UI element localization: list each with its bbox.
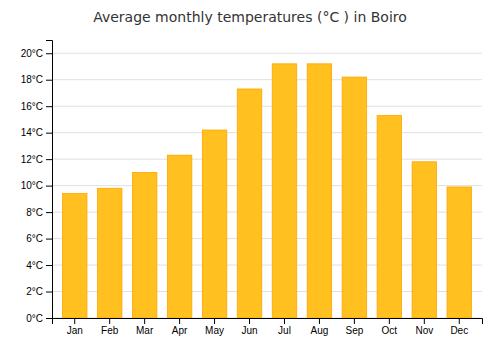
y-tick-mark bbox=[46, 53, 52, 54]
y-tick: 0°C bbox=[26, 313, 52, 324]
grid-line bbox=[52, 79, 482, 80]
chart-container: 0°C 2°C 4°C 6°C 8°C 10°C 12°C 14°C 16°C 18°C 20°C J… bbox=[0, 0, 500, 350]
x-tick: Jan bbox=[67, 318, 83, 336]
x-tick-mark bbox=[319, 318, 320, 324]
x-tick-mark bbox=[354, 318, 355, 324]
x-tick-label: May bbox=[205, 325, 224, 336]
x-tick-label: Oct bbox=[382, 325, 398, 336]
x-tick-mark bbox=[424, 318, 425, 324]
y-tick-label: 6°C bbox=[26, 233, 43, 244]
y-tick-label: 4°C bbox=[26, 260, 43, 271]
bar bbox=[62, 194, 86, 318]
y-tick: 6°C bbox=[26, 233, 52, 244]
x-tick: Jun bbox=[241, 318, 257, 336]
bar bbox=[202, 130, 226, 318]
grid-line bbox=[52, 106, 482, 107]
bar bbox=[272, 64, 296, 318]
y-tick-mark bbox=[46, 159, 52, 160]
y-tick-label: 2°C bbox=[26, 286, 43, 297]
y-tick: 8°C bbox=[26, 207, 52, 218]
y-tick: 12°C bbox=[21, 154, 52, 165]
y-tick: 16°C bbox=[21, 101, 52, 112]
y-tick-mark bbox=[46, 239, 52, 240]
x-tick-mark bbox=[109, 318, 110, 324]
bar bbox=[97, 188, 121, 318]
y-tick-mark bbox=[46, 106, 52, 107]
bar bbox=[377, 115, 401, 318]
x-tick: Dec bbox=[450, 318, 468, 336]
y-tick: 18°C bbox=[21, 74, 52, 85]
x-tick-mark bbox=[249, 318, 250, 324]
x-tick: Jul bbox=[278, 318, 291, 336]
x-tick: Aug bbox=[311, 318, 329, 336]
grid bbox=[52, 53, 482, 318]
x-tick-mark bbox=[179, 318, 180, 324]
y-tick-mark bbox=[46, 186, 52, 187]
x-tick-mark bbox=[214, 318, 215, 324]
x-tick: Sep bbox=[345, 318, 363, 336]
y-tick-mark bbox=[46, 212, 52, 213]
x-tick: Feb bbox=[101, 318, 119, 336]
y-tick-label: 16°C bbox=[21, 101, 43, 112]
x-tick-label: Apr bbox=[172, 325, 188, 336]
y-tick-label: 12°C bbox=[21, 154, 43, 165]
y-axis-line bbox=[46, 41, 53, 319]
bar bbox=[412, 162, 436, 318]
title: Average monthly temperatures (°C ) in Bo… bbox=[93, 9, 407, 25]
x-tick-label: Sep bbox=[345, 325, 363, 336]
x-tick-label: Feb bbox=[101, 325, 119, 336]
y-tick-label: 0°C bbox=[26, 313, 43, 324]
y-tick-mark bbox=[46, 80, 52, 81]
x-tick-label: Jul bbox=[278, 325, 291, 336]
x-tick-mark bbox=[74, 318, 75, 324]
x-tick-label: Dec bbox=[450, 325, 468, 336]
x-axis-line bbox=[53, 319, 483, 325]
y-tick-mark bbox=[46, 318, 52, 319]
grid-line bbox=[52, 132, 482, 133]
bars bbox=[62, 64, 471, 318]
y-tick-label: 20°C bbox=[21, 48, 43, 59]
y-tick: 10°C bbox=[21, 180, 52, 191]
y-tick: 4°C bbox=[26, 260, 52, 271]
grid-line bbox=[52, 53, 482, 54]
bar bbox=[447, 187, 471, 318]
x-tick-label: Nov bbox=[415, 325, 433, 336]
y-tick: 20°C bbox=[21, 48, 52, 59]
y-tick-label: 8°C bbox=[26, 207, 43, 218]
x-tick-label: Mar bbox=[136, 325, 154, 336]
y-tick-mark bbox=[46, 265, 52, 266]
x-tick-mark bbox=[144, 318, 145, 324]
y-tick: 14°C bbox=[21, 127, 52, 138]
x-tick-label: Aug bbox=[311, 325, 329, 336]
x-tick: Nov bbox=[415, 318, 433, 336]
x-tick: May bbox=[205, 318, 224, 336]
y-tick-label: 10°C bbox=[21, 180, 43, 191]
x-tick-mark bbox=[459, 318, 460, 324]
bar bbox=[167, 155, 191, 318]
plot: 0°C 2°C 4°C 6°C 8°C 10°C 12°C 14°C 16°C 18°C 20°C J… bbox=[21, 41, 483, 337]
y-tick: 2°C bbox=[26, 286, 52, 297]
x-tick: Oct bbox=[382, 318, 398, 336]
bar bbox=[237, 89, 261, 318]
y-tick-mark bbox=[46, 133, 52, 134]
x-axis: Jan Feb Mar Apr May Jun Jul Aug Sep Oct Nov Dec bbox=[53, 318, 483, 336]
chart-svg: 0°C 2°C 4°C 6°C 8°C 10°C 12°C 14°C 16°C 18°C 20°C J… bbox=[0, 0, 500, 350]
grid-line bbox=[52, 159, 482, 160]
bar bbox=[307, 64, 331, 318]
y-tick-label: 14°C bbox=[21, 127, 43, 138]
bar bbox=[132, 172, 156, 318]
y-tick-mark bbox=[46, 292, 52, 293]
x-tick-label: Jan bbox=[67, 325, 83, 336]
x-tick-mark bbox=[284, 318, 285, 324]
bar bbox=[342, 77, 366, 318]
y-tick-label: 18°C bbox=[21, 74, 43, 85]
x-tick-mark bbox=[389, 318, 390, 324]
x-tick: Mar bbox=[136, 318, 154, 336]
x-tick: Apr bbox=[172, 318, 188, 336]
y-axis: 0°C 2°C 4°C 6°C 8°C 10°C 12°C 14°C 16°C 18°C 20°C bbox=[21, 41, 53, 324]
x-tick-label: Jun bbox=[241, 325, 257, 336]
